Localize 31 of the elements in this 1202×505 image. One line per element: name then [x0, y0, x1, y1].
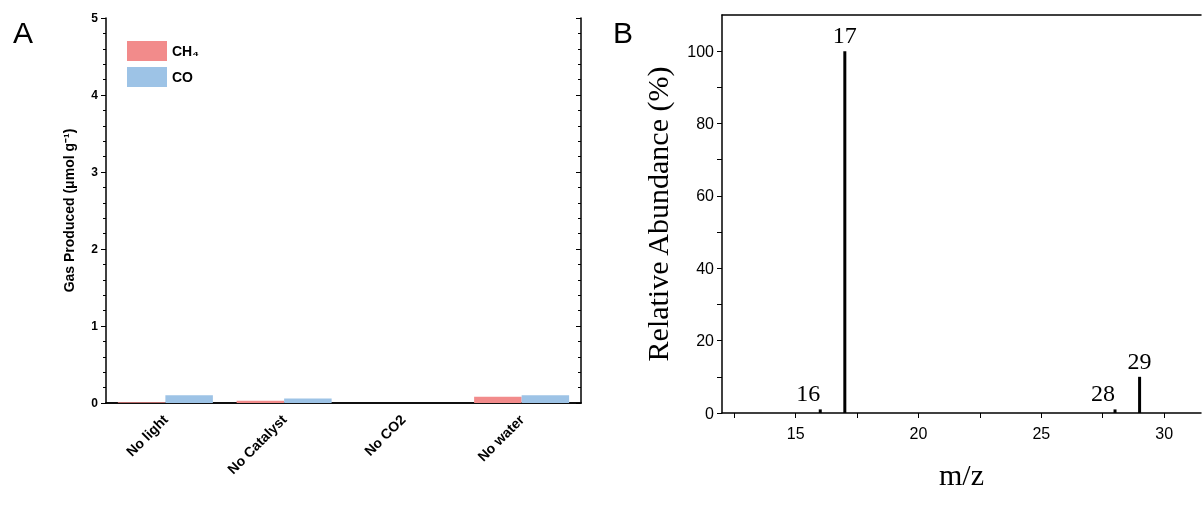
x-axis-title: m/z — [939, 457, 984, 491]
y-tick-label: 80 — [696, 115, 715, 133]
bar — [474, 396, 522, 403]
annotation: 28 — [1091, 380, 1116, 407]
chart-title: B — [613, 15, 634, 49]
y-tick-label: 5 — [91, 11, 99, 25]
bar — [521, 395, 570, 403]
x-tick-label: 20 — [909, 424, 928, 442]
y-tick-label: 100 — [687, 42, 715, 60]
y-tick-label: 60 — [696, 187, 715, 205]
y-tick-label: 2 — [91, 242, 99, 256]
y-tick-label: 1 — [91, 319, 99, 333]
y-tick-label: 4 — [91, 88, 99, 102]
x-tick-label: 30 — [1155, 424, 1174, 442]
y-tick-label: 20 — [696, 332, 715, 350]
annotation: 16 — [796, 380, 821, 407]
x-tick-label: 15 — [786, 424, 805, 442]
legend-label: CH₄ — [172, 43, 199, 59]
annotation: 17 — [832, 22, 857, 49]
y-tick-label: 0 — [705, 404, 715, 422]
y-tick-label: 40 — [696, 259, 715, 277]
y-axis-title: Relative Abundance (%) — [640, 66, 675, 362]
chart-title: A — [13, 15, 34, 49]
x-tick-label: 25 — [1032, 424, 1051, 442]
y-tick-label: 3 — [91, 165, 99, 179]
y-tick-label: 0 — [91, 396, 99, 410]
annotation: 29 — [1127, 347, 1152, 374]
y-axis-title: Gas Produced (μmol g⁻¹) — [61, 128, 77, 293]
legend-label: CO — [172, 69, 194, 85]
bar — [284, 398, 332, 403]
bar — [165, 395, 213, 403]
